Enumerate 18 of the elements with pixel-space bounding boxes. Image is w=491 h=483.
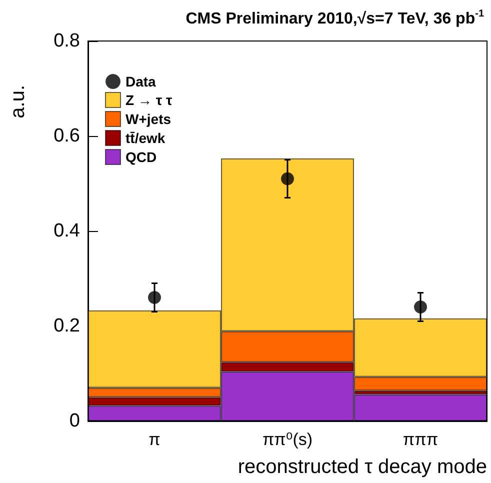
legend-label: Z → τ τ [126, 92, 173, 108]
point [281, 172, 294, 186]
y-tick-label: 0.4 [54, 220, 80, 242]
y-tick-label: 0.6 [54, 126, 80, 146]
y-tick-label: 0.8 [54, 30, 80, 52]
x-tick-label: πππ [402, 430, 438, 449]
legend-label: QCD [126, 149, 157, 165]
legend-label: W+jets [126, 111, 172, 127]
y-axis-title: a.u. [7, 85, 29, 118]
legend-label: Data [126, 74, 156, 90]
y-tick-label: 0.2 [54, 316, 80, 336]
x-axis-title: reconstructed τ decay mode [238, 456, 487, 478]
legend-label: tt̄/ewk [126, 130, 166, 146]
x-tick-label: π [148, 430, 160, 449]
point [148, 291, 161, 304]
y-tick-label: 0 [69, 410, 80, 432]
x-tick-label: ππ⁰(s) [262, 430, 313, 449]
point [414, 300, 427, 314]
